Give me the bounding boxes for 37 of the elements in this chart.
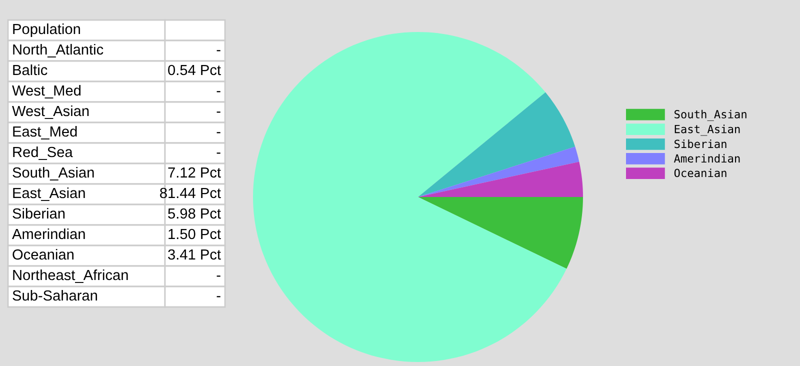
- category-label: Northeast_African: [13, 269, 128, 283]
- category-label: West_Med: [12, 84, 81, 98]
- text: 3.41 Pct: [168, 249, 221, 260]
- category-label: East_Asian: [13, 187, 85, 201]
- category-label: North_Atlantic: [13, 44, 104, 58]
- category-label: Oceanian: [12, 248, 74, 260]
- legend-label: Oceanian: [674, 168, 726, 178]
- text: 5.98 Pct: [168, 208, 221, 219]
- pie-slice: [418, 92, 576, 197]
- category-label: Red_Sea: [13, 146, 73, 160]
- text: -: [216, 91, 220, 92]
- legend-label: Amerindian: [674, 154, 740, 163]
- category-label: South_Asian: [12, 166, 94, 180]
- category-label: Sub-Saharan: [12, 290, 97, 301]
- text: -: [216, 50, 220, 52]
- category-label: West_Asian: [12, 105, 89, 119]
- legend-label: Siberian: [674, 140, 726, 148]
- category-label: Baltic: [13, 64, 48, 76]
- pie-slice: [418, 162, 583, 197]
- text: -: [216, 112, 220, 113]
- text: 0.54 Pct: [168, 64, 221, 76]
- category-label: Siberian: [12, 208, 65, 219]
- pie-slice: [253, 32, 567, 362]
- pie-slice: [418, 197, 583, 269]
- text: -: [216, 152, 220, 154]
- text: -: [216, 132, 220, 134]
- category-label: East_Med: [13, 126, 77, 140]
- category-label: Amerindian: [12, 228, 85, 240]
- text: Population: [13, 23, 80, 38]
- legend-label: East_Asian: [674, 124, 740, 136]
- text: -: [216, 276, 220, 277]
- text: -: [216, 296, 220, 298]
- text: 1.50 Pct: [168, 228, 221, 240]
- text: 81.44 Pct: [160, 188, 221, 198]
- text: 7.12 Pct: [168, 167, 221, 178]
- pie-slice: [418, 146, 580, 197]
- legend-label: South_Asian: [674, 110, 746, 121]
